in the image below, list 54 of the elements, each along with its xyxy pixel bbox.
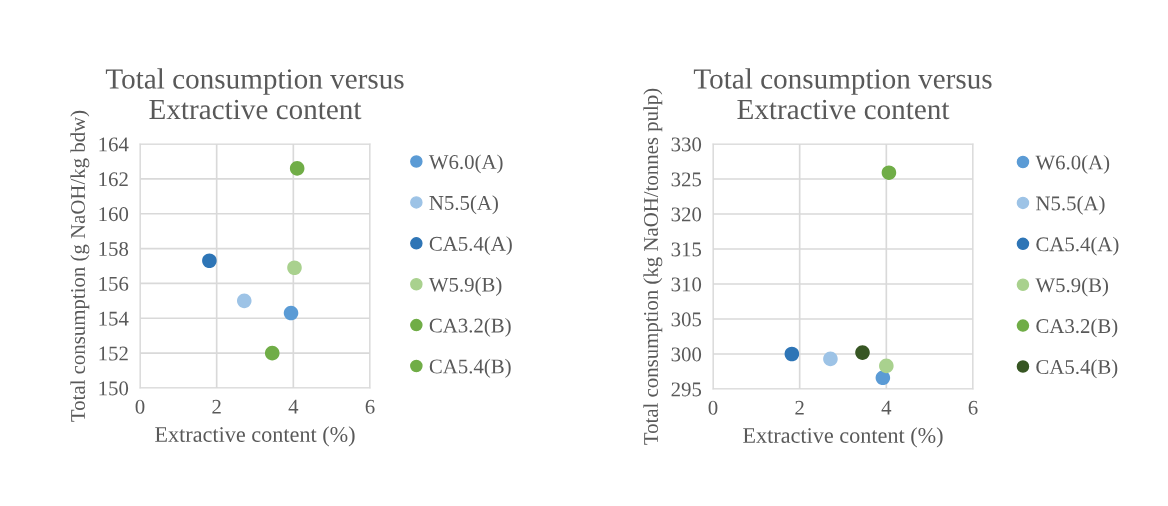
legend-label: CA5.4(B) [429,358,511,378]
y-tick-label: 150 [99,381,129,396]
y-tick-label: 158 [99,241,129,256]
legend-label: W6.0(A) [1035,154,1110,174]
point [283,305,299,321]
x-tick-label: 2 [795,400,804,415]
point [881,165,897,180]
point [875,370,891,386]
point [879,358,894,374]
point [784,346,800,362]
y-tick-label: 295 [671,382,702,397]
legend-label: W5.9(B) [428,277,502,296]
y-tick-label: 162 [99,172,128,187]
legend-label: CA5.4(A) [429,236,512,256]
point [287,260,302,276]
point [236,293,252,309]
y-axis-title: Total consumption (kg NaOH/tonnes pulp) [643,88,663,445]
point [855,345,870,360]
legend-label: CA3.2(B) [429,317,511,337]
y-tick-label: 300 [671,347,702,362]
y-tick-label: 315 [671,242,702,257]
y-tick-label: 305 [671,312,702,327]
x-tick-label: 6 [968,400,978,415]
point [264,345,280,361]
y-tick-label: 156 [99,276,129,291]
point [823,351,838,367]
legend-label: CA5.4(A) [1036,236,1119,256]
y-tick-label: 154 [99,311,129,326]
x-axis-title: Extractive content (%) [155,426,355,447]
legend-label: CA3.2(B) [1036,318,1118,338]
chart-title: Total consumption versus Extractive content [693,68,992,120]
legend-label: N5.5(A) [429,195,498,215]
legend-label: W6.0(A) [428,154,503,174]
x-tick-label: 6 [365,399,375,414]
point [289,161,305,176]
x-tick-label: 4 [881,400,892,415]
x-tick-label: 0 [708,400,718,415]
y-tick-label: 152 [99,346,128,361]
x-axis-title: Extractive content (%) [743,427,943,448]
y-tick-label: 330 [671,137,702,152]
x-tick-label: 0 [135,399,145,414]
legend-label: CA5.4(B) [1036,359,1118,379]
point [202,253,217,269]
y-tick-label: 325 [671,172,702,187]
y-tick-label: 310 [671,277,702,292]
chart-title: Total consumption versus Extractive content [105,68,404,120]
y-tick-label: 160 [99,207,129,222]
y-tick-label: 320 [671,207,702,222]
y-tick-label: 164 [99,137,129,152]
x-tick-label: 2 [212,399,221,414]
x-tick-label: 4 [288,399,299,414]
legend-label: N5.5(A) [1036,195,1105,215]
y-axis-title: Total consumption (g NaOH/kg bdw) [70,110,90,422]
legend-label: W5.9(B) [1035,277,1109,297]
